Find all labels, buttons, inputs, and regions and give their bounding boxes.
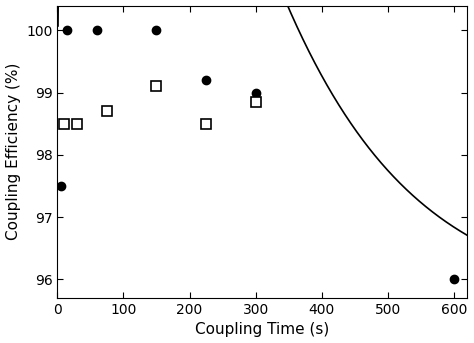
Y-axis label: Coupling Efficiency (%): Coupling Efficiency (%): [6, 63, 20, 240]
X-axis label: Coupling Time (s): Coupling Time (s): [195, 322, 329, 338]
